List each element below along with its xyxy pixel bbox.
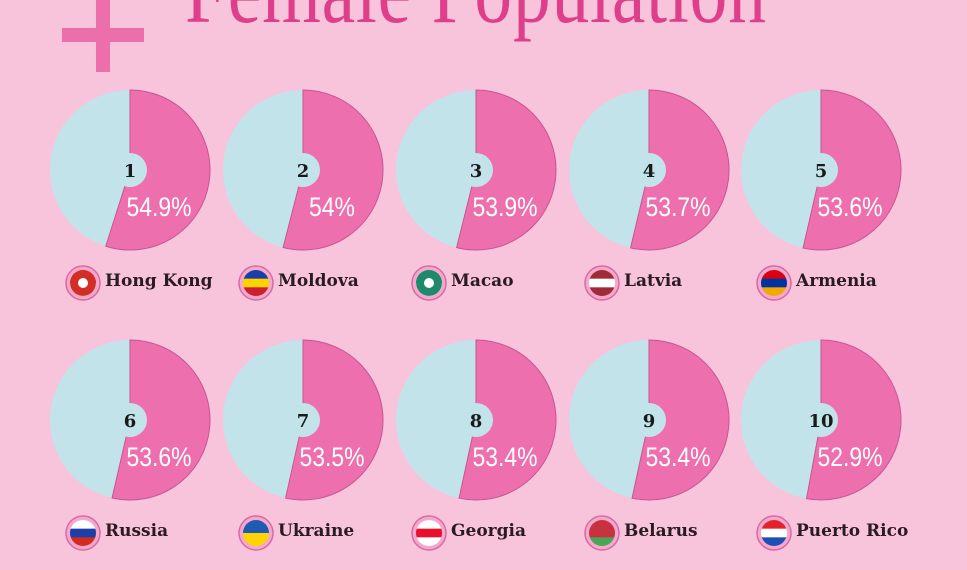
pie-slice-female [631, 339, 730, 501]
rank-label: 8 [470, 411, 483, 432]
rank-label: 3 [470, 161, 483, 182]
country-label: Moldova [278, 271, 359, 291]
pie-center [632, 403, 666, 437]
value-label: 53.6% [126, 442, 191, 472]
pie-center [632, 153, 666, 187]
value-label: 53.7% [645, 192, 710, 222]
country-label: Georgia [451, 521, 526, 541]
pie-georgia: 8 53.4% [396, 339, 557, 501]
pie-slice-female [105, 89, 211, 251]
flag-icon [238, 515, 274, 551]
pie-center [113, 403, 147, 437]
pie-slice-female [284, 339, 384, 501]
pie-center [286, 153, 320, 187]
rank-label: 10 [808, 411, 833, 432]
value-label: 53.4% [645, 442, 710, 472]
flag-icon [584, 265, 620, 301]
female-symbol-icon [62, 0, 144, 72]
flag-icon [584, 515, 620, 551]
country-label: Belarus [624, 521, 698, 541]
pie-center [804, 403, 838, 437]
flag-icon [756, 265, 792, 301]
flag-icon [65, 265, 101, 301]
pie-latvia: 4 53.7% [569, 89, 730, 251]
flag-icon [756, 515, 792, 551]
pie-center [459, 153, 493, 187]
pie-slice-female [805, 339, 902, 501]
country-label: Macao [451, 271, 514, 291]
rank-label: 6 [124, 411, 137, 432]
pie-moldova: 254% [223, 89, 384, 251]
pie-slice-female [455, 89, 557, 251]
value-label: 54.9% [126, 192, 191, 222]
value-label: 53.6% [817, 192, 882, 222]
pie-slice-female [629, 89, 730, 251]
pie-armenia: 5 53.6% [741, 89, 902, 251]
country-label: Russia [105, 521, 169, 541]
flag-icon [65, 515, 101, 551]
pie-slice-female [458, 339, 557, 501]
rank-label: 7 [297, 411, 310, 432]
flag-icon [238, 265, 274, 301]
pie-center [286, 403, 320, 437]
pie-belarus: 9 53.4% [569, 339, 730, 501]
value-label: 52.9% [817, 442, 882, 472]
pie-slice-female [802, 89, 902, 251]
chart-title: Female Population [185, 0, 767, 44]
pie-puerto-rico: 10 52.9% [741, 339, 902, 501]
pie-ukraine: 7 53.5% [223, 339, 384, 501]
pie-center [459, 403, 493, 437]
pie-russia: 6 53.6% [50, 339, 211, 501]
flag-icon [411, 265, 447, 301]
rank-label: 5 [815, 161, 828, 182]
pie-macao: 3 53.9% [396, 89, 557, 251]
rank-label: 4 [643, 161, 656, 182]
value-label: 53.9% [472, 192, 537, 222]
value-label: 54% [309, 192, 355, 222]
country-label: Puerto Rico [796, 521, 909, 541]
value-label: 53.4% [472, 442, 537, 472]
flag-icon [411, 515, 447, 551]
country-label: Ukraine [278, 521, 355, 541]
pie-slice-female [282, 89, 384, 251]
pie-center [113, 153, 147, 187]
pie-center [804, 153, 838, 187]
country-label: Latvia [624, 271, 683, 291]
country-label: Hong Kong [105, 271, 213, 291]
value-label: 53.5% [299, 442, 364, 472]
pie-slice-female [111, 339, 211, 501]
rank-label: 9 [643, 411, 656, 432]
rank-label: 1 [124, 161, 137, 182]
pie-hong-kong: 1 54.9% [50, 89, 211, 251]
country-label: Armenia [796, 271, 877, 291]
rank-label: 2 [297, 161, 310, 182]
